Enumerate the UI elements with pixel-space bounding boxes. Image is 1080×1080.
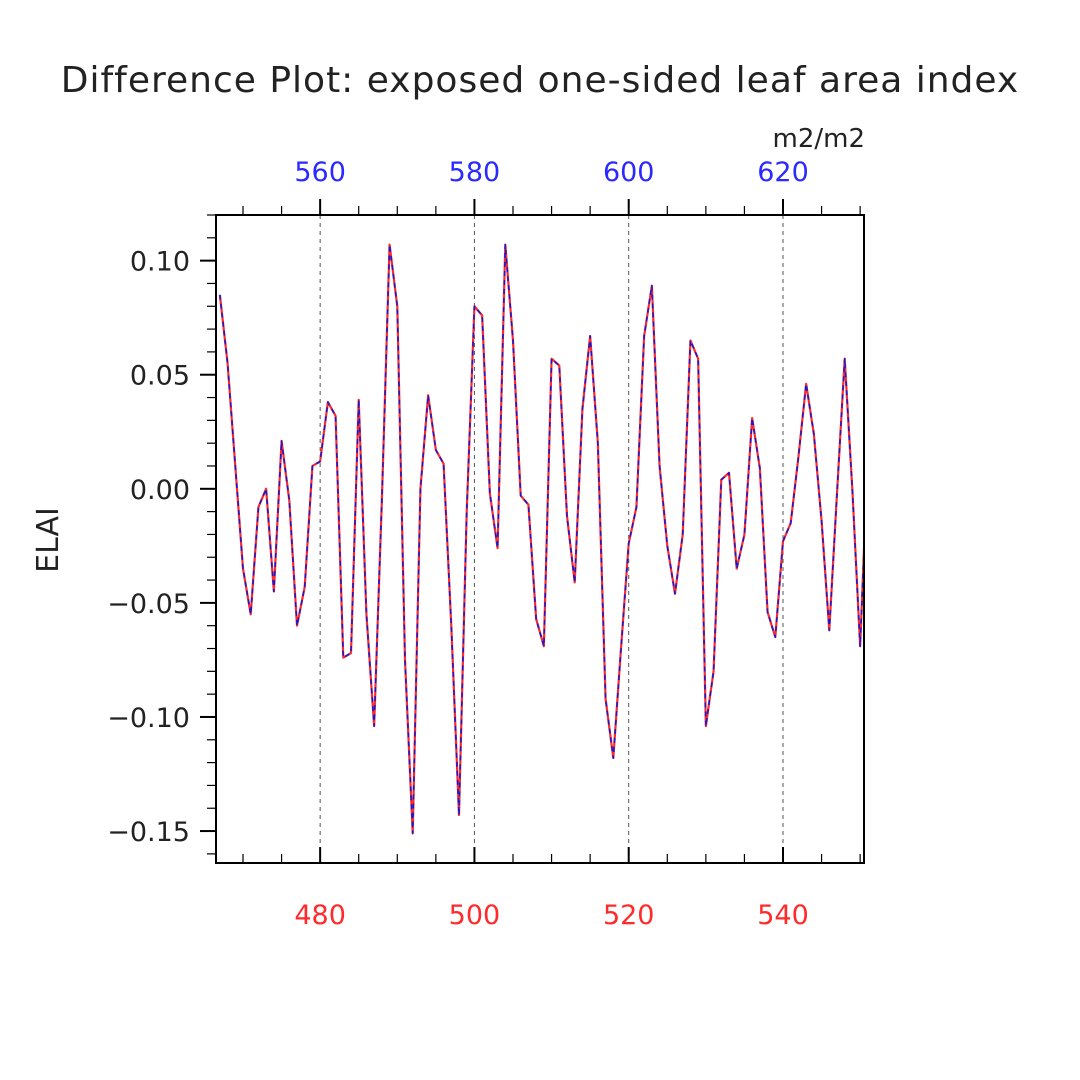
top-tick-label: 580 xyxy=(449,157,501,188)
y-tick-label: −0.10 xyxy=(107,703,190,734)
grid-lines xyxy=(319,215,784,863)
plot-frame xyxy=(215,214,865,864)
chart-title: Difference Plot: exposed one-sided leaf … xyxy=(61,60,1019,101)
top-tick-label: 600 xyxy=(603,157,655,188)
bottom-tick-label: 500 xyxy=(449,900,501,931)
bottom-tick-label: 540 xyxy=(757,900,809,931)
bottom-tick-label: 480 xyxy=(294,900,346,931)
series-line-red xyxy=(218,243,864,835)
y-tick-label: 0.05 xyxy=(130,361,190,392)
y-axis-label: ELAI xyxy=(31,507,66,573)
y-tick-label: −0.15 xyxy=(107,817,190,848)
series-lines xyxy=(218,243,864,835)
top-tick-label: 560 xyxy=(294,157,346,188)
bottom-tick-label: 520 xyxy=(603,900,655,931)
top-tick-label: 620 xyxy=(757,157,809,188)
y-tick-label: −0.05 xyxy=(107,589,190,620)
y-tick-label: 0.10 xyxy=(130,247,190,278)
y-tick-label: 0.00 xyxy=(130,475,190,506)
units-label: m2/m2 xyxy=(773,124,866,154)
series-line-blue xyxy=(219,243,864,835)
axes: 480 500 520 540 560 580 600 620 0.10 0.05 0.00 −0.0… xyxy=(107,157,861,931)
